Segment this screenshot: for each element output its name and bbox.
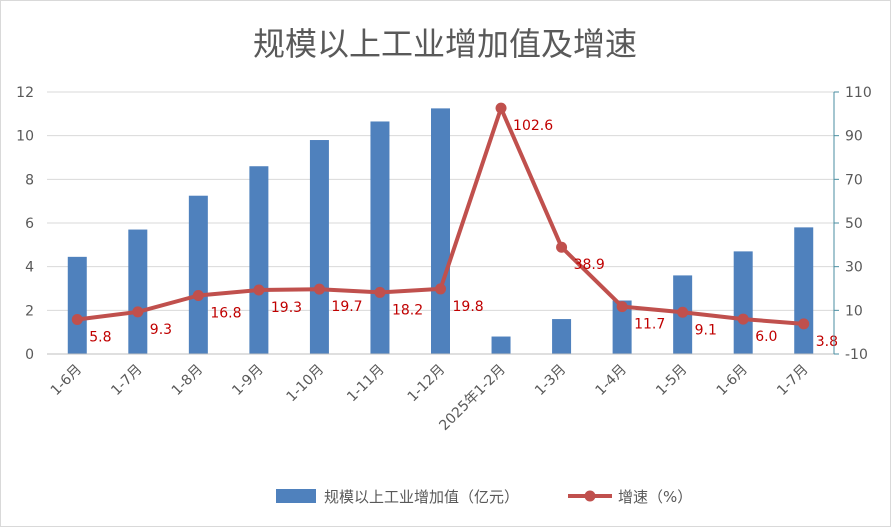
bar	[733, 251, 753, 354]
y-right-tick-label: -10	[845, 347, 868, 363]
legend: 规模以上工业增加值（亿元） 增速（%）	[276, 488, 692, 506]
bar	[370, 121, 390, 354]
bar	[491, 336, 511, 354]
data-label: 38.9	[574, 257, 605, 273]
data-label: 11.7	[634, 317, 665, 333]
line-point	[253, 284, 265, 296]
data-label: 3.8	[816, 334, 838, 350]
x-tick-label: 1-7月	[108, 362, 145, 399]
legend-bar-label: 规模以上工业增加值（亿元）	[324, 488, 519, 506]
line-point	[677, 306, 689, 318]
line-point	[374, 286, 386, 298]
line-point	[495, 102, 507, 114]
line-point	[798, 318, 810, 330]
line-point	[192, 289, 204, 301]
chart-title: 规模以上工业增加值及增速	[253, 25, 637, 63]
x-tick-label: 1-9月	[229, 362, 266, 399]
line-point	[556, 241, 568, 253]
y-left-tick-label: 10	[16, 129, 34, 145]
x-tick-label: 1-4月	[593, 362, 630, 399]
y-right-tick-label: 10	[845, 303, 863, 319]
bar	[552, 319, 572, 354]
legend-line-label: 增速（%）	[618, 488, 692, 506]
y-right-tick-label: 90	[845, 129, 863, 145]
x-tick-label: 1-3月	[532, 362, 569, 399]
bar	[128, 229, 148, 354]
bar	[612, 300, 632, 354]
legend-line-marker	[584, 490, 596, 502]
x-tick-label: 1-8月	[169, 362, 206, 399]
data-label: 5.8	[89, 330, 111, 346]
y-right-tick-label: 30	[845, 260, 863, 276]
data-label: 16.8	[210, 305, 241, 321]
data-label: 19.8	[453, 299, 484, 315]
line-point	[71, 314, 83, 326]
y-left-tick-label: 6	[25, 216, 34, 232]
x-tick-label: 1-7月	[774, 362, 811, 399]
bar	[309, 140, 329, 354]
x-tick-label: 1-6月	[48, 362, 85, 399]
data-label: 19.7	[331, 299, 362, 315]
legend-bar-swatch	[276, 489, 316, 503]
y-right-tick-label: 50	[845, 216, 863, 232]
data-label: 18.2	[392, 302, 423, 318]
line-point	[435, 283, 446, 295]
data-label: 6.0	[755, 329, 777, 345]
bar	[188, 195, 208, 354]
data-label: 102.6	[513, 118, 553, 134]
y-left-tick-label: 0	[25, 347, 34, 363]
line-point	[616, 301, 628, 313]
x-tick-label: 1-12月	[405, 362, 449, 406]
bar	[249, 166, 269, 354]
bar	[67, 256, 87, 354]
y-left-tick-label: 12	[16, 85, 34, 101]
bar	[431, 108, 450, 354]
y-left-tick-label: 4	[25, 260, 34, 276]
y-right-tick-label: 70	[845, 172, 863, 188]
data-label: 19.3	[271, 300, 302, 316]
line-point	[132, 306, 144, 318]
line-series: 5.8 9.3 16.8 19.3 19.7 18.2 19.8 102.6 38.9 11.7 9…	[71, 102, 838, 350]
x-tick-label: 1-10月	[284, 362, 328, 406]
y-left-tick-label: 8	[25, 172, 34, 188]
data-label: 9.1	[695, 322, 717, 338]
bar-series	[67, 108, 814, 354]
y-right-tick-label: 110	[845, 85, 872, 101]
x-tick-label: 1-5月	[653, 362, 690, 399]
x-tick-label: 1-11月	[344, 362, 388, 406]
data-label: 9.3	[150, 322, 172, 338]
line-point	[737, 313, 749, 325]
y-left-tick-label: 2	[25, 303, 34, 319]
bar	[794, 227, 814, 354]
line-point	[313, 283, 325, 295]
x-tick-label: 1-6月	[714, 362, 751, 399]
